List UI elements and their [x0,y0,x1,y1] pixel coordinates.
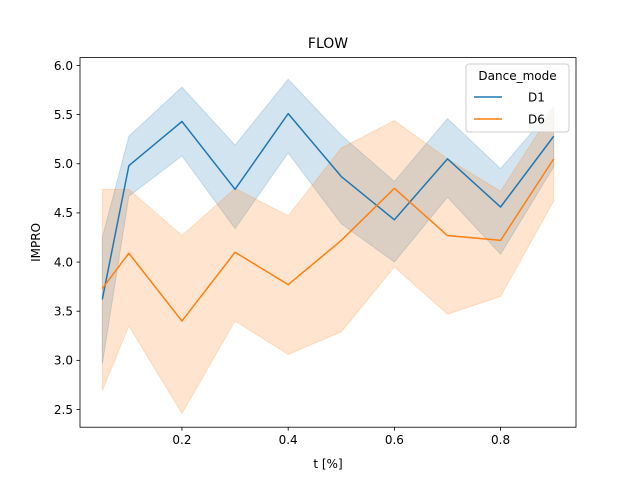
y-tick-label: 3.5 [54,305,73,319]
legend-box [465,63,570,133]
y-tick-label: 6.0 [54,59,73,73]
legend-label-d6: D6 [528,112,545,126]
confidence-bands [101,78,555,415]
y-tick-label: 5.5 [54,108,73,122]
ci-band-d1 [101,78,555,365]
series-line-d6 [101,158,555,322]
x-axis-ticks: 0.2 0.4 0.6 0.8 [172,427,510,447]
y-tick-label: 2.5 [54,403,73,417]
chart-title: FLOW [308,36,348,52]
y-tick-label: 4.5 [54,206,73,220]
legend-entries: D1 D6 [474,90,545,126]
legend-title: Dance_mode [478,69,556,83]
y-tick-label: 4.0 [54,255,73,269]
legend-label-d1: D1 [528,90,545,104]
x-tick-label: 0.4 [279,433,298,447]
y-tick-label: 5.0 [54,157,73,171]
x-tick-label: 0.6 [385,433,404,447]
y-tick-label: 3.0 [54,354,73,368]
legend: Dance_mode D1 D6 [465,63,570,133]
x-axis-label: t [%] [313,457,342,471]
x-tick-label: 0.8 [491,433,510,447]
series-line-d1 [101,112,555,300]
plot-frame [79,57,577,428]
x-tick-label: 0.2 [172,433,191,447]
y-axis-ticks: 2.5 3.0 3.5 4.0 4.5 5.0 5.5 6.0 [54,59,80,417]
y-axis-label: IMPRO [29,223,43,262]
series-lines [101,112,555,322]
ci-band-d6 [101,107,555,415]
